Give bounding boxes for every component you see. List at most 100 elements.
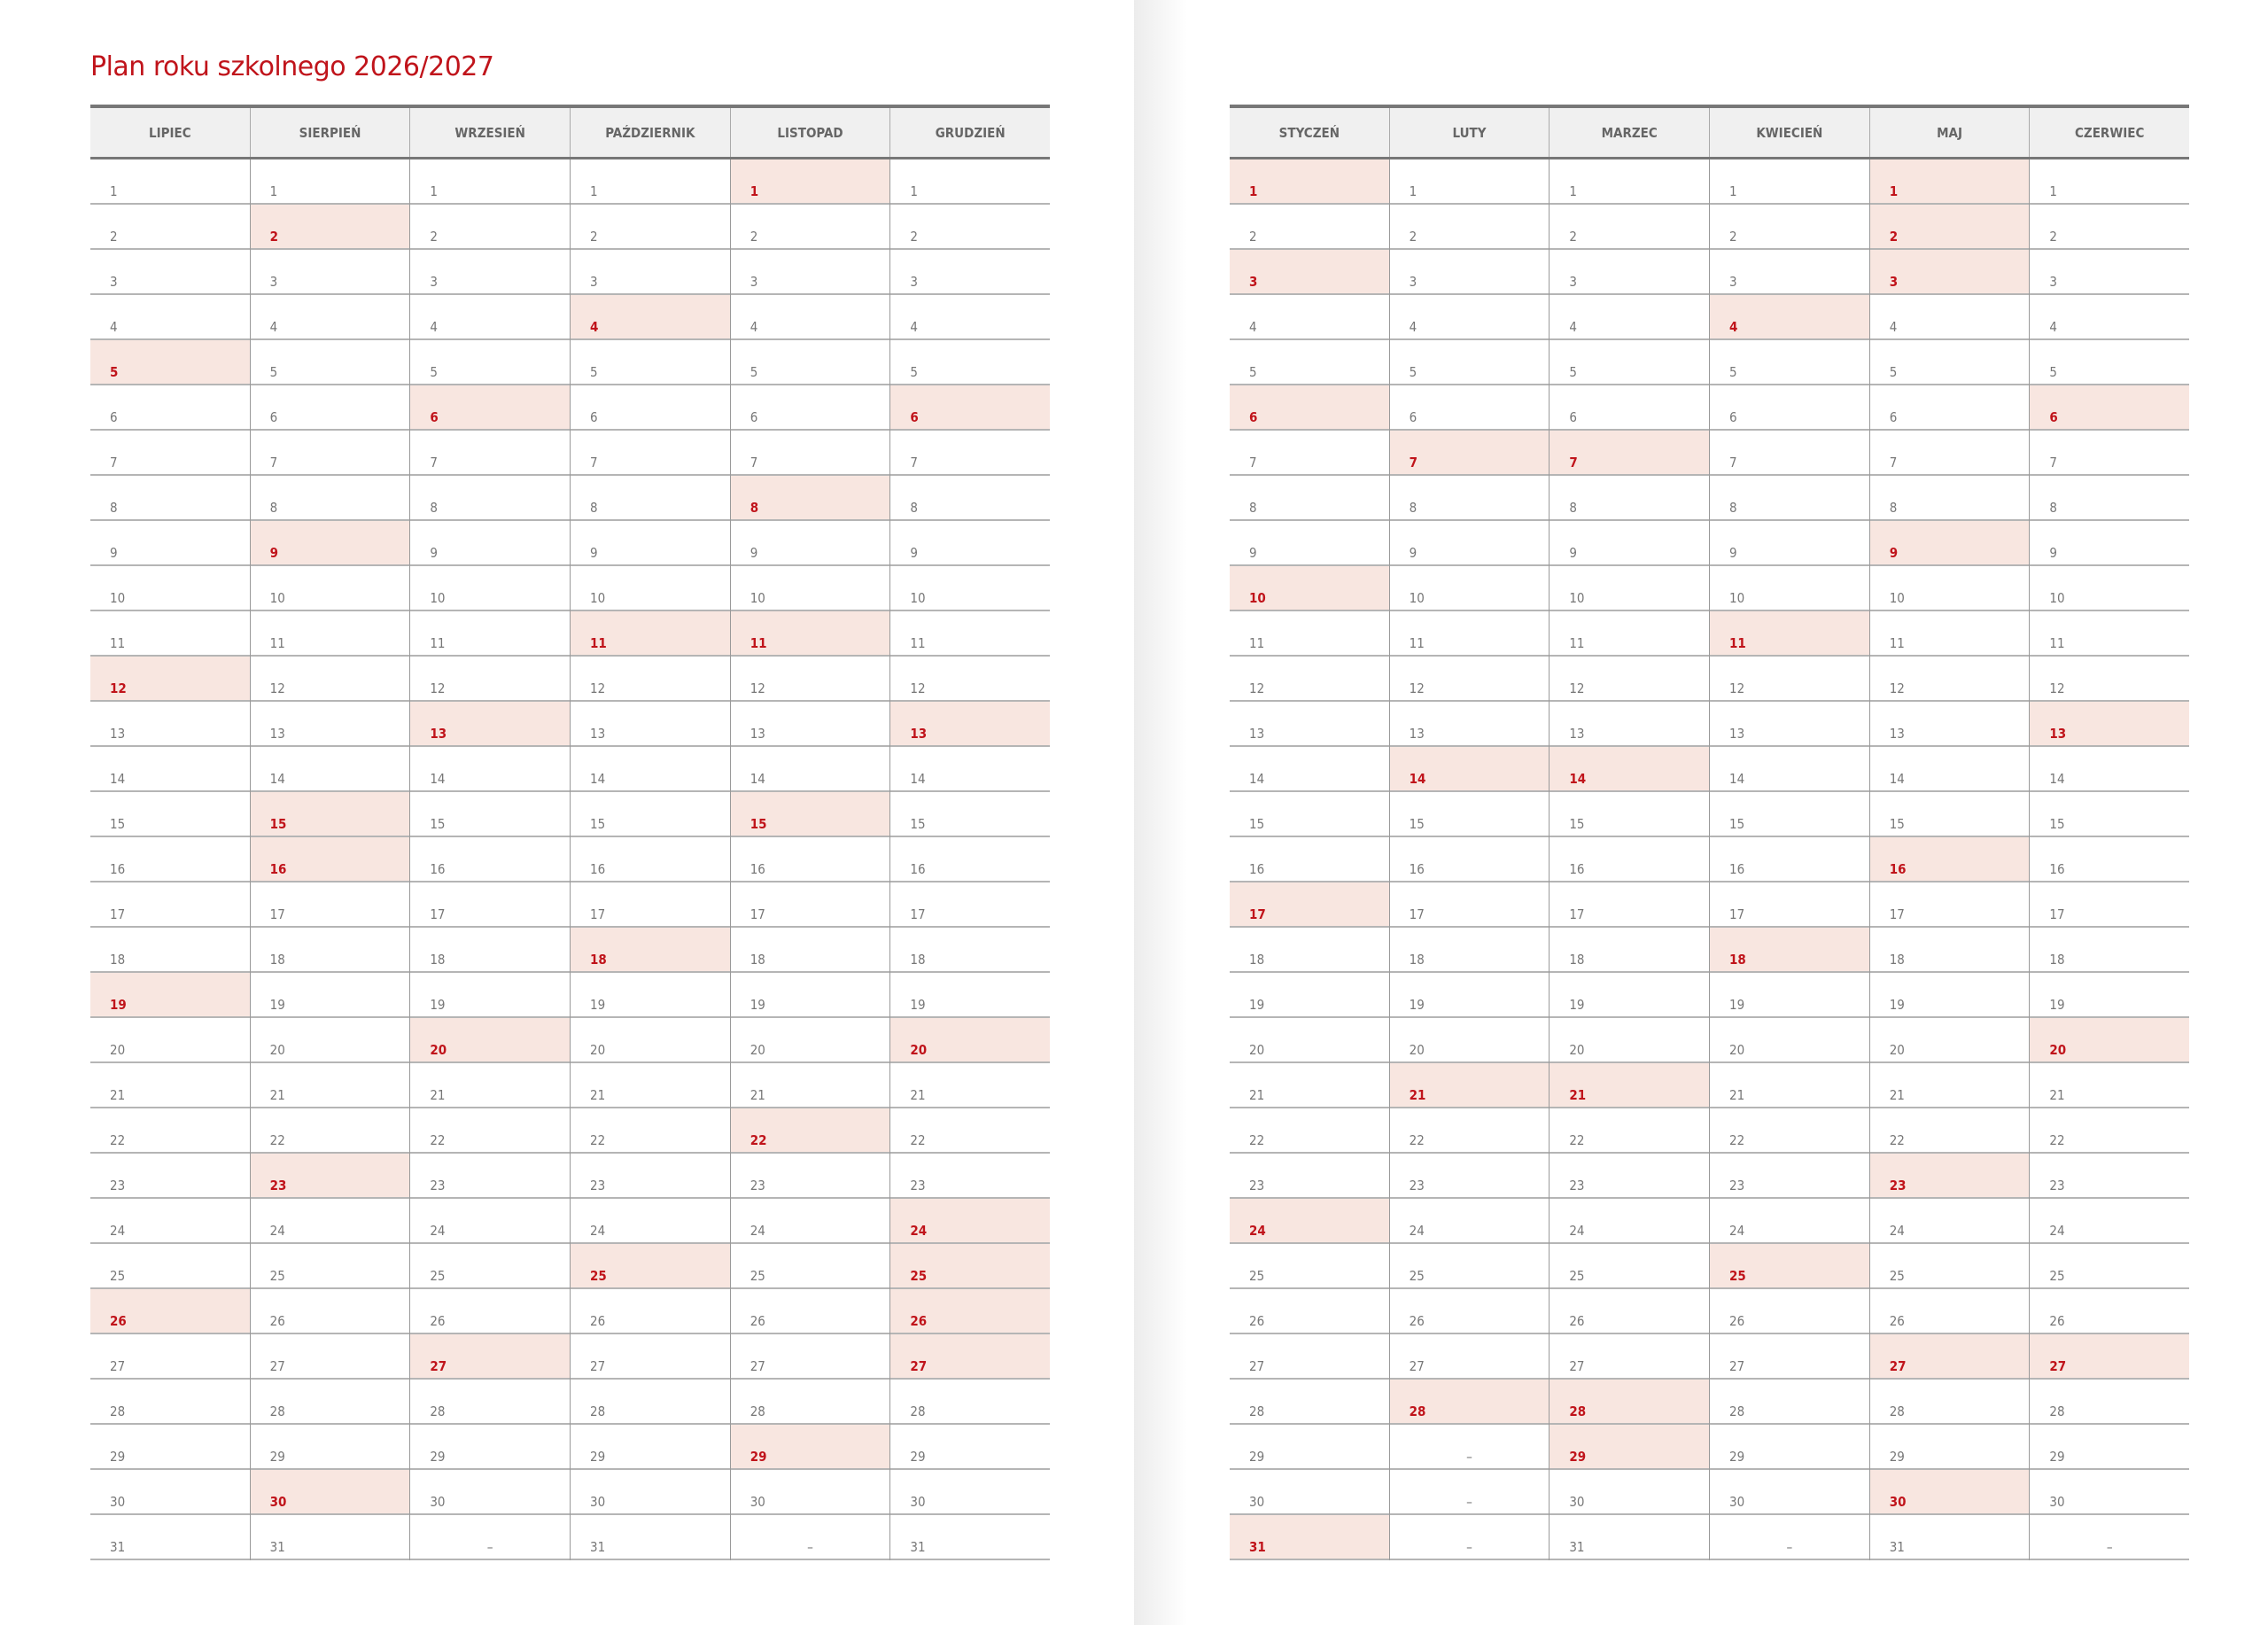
day-cell: 5 [90,340,250,385]
day-number: 9 [1889,545,1899,561]
day-cell: 27 [2030,1334,2190,1380]
day-cell: 7 [1869,431,2030,476]
month-column: 1 2 3 4 5 6 7 8 9 10 11 12 13 14 15 16 17 18 19 20 21 22 23 24 2… [1709,159,1869,1560]
day-number: 10 [2049,590,2065,606]
day-cell: 8 [1389,476,1550,521]
day-number: 6 [110,409,118,425]
day-cell: 10 [1230,566,1389,611]
missing-day-mark: – [807,1539,813,1555]
day-number: 26 [2049,1313,2065,1329]
day-number: 30 [1729,1494,1745,1510]
day-cell: 7 [1230,431,1389,476]
day-number: 4 [750,319,758,335]
day-cell: 25 [90,1244,250,1289]
day-cell: 3 [90,250,250,295]
day-cell: 9 [250,521,410,566]
day-number: 8 [430,500,438,516]
day-number: 7 [269,455,278,470]
day-number: 16 [1569,861,1585,877]
day-number: 19 [910,997,926,1013]
day-number: 9 [750,545,758,561]
day-cell: 1 [1230,159,1389,205]
day-cell: 5 [250,340,410,385]
day-cell: 13 [410,702,571,747]
day-number: 13 [750,726,765,742]
day-number: 17 [1729,906,1745,922]
day-cell: 19 [90,973,250,1018]
day-cell: 15 [1230,792,1389,837]
day-number: 26 [269,1313,285,1329]
day-cell: 9 [890,521,1051,566]
day-cell: 20 [571,1018,730,1063]
day-cell: 28 [730,1380,890,1425]
day-cell: 16 [1869,837,2030,882]
day-number: 23 [269,1178,287,1193]
day-cell: 28 [1869,1380,2030,1425]
day-cell: 12 [571,657,730,702]
empty-day-cell: – [410,1515,571,1560]
day-number: 23 [590,1178,606,1193]
day-number: 17 [269,906,285,922]
day-number: 12 [1889,680,1905,696]
day-cell: 19 [410,973,571,1018]
day-number: 20 [430,1042,447,1058]
day-number: 1 [590,183,598,199]
day-number: 2 [750,229,758,245]
day-number: 11 [910,635,926,651]
day-number: 2 [110,229,118,245]
day-cell: 7 [1389,431,1550,476]
day-number: 19 [590,997,606,1013]
day-number: 22 [110,1132,126,1148]
day-cell: 19 [1230,973,1389,1018]
empty-day-cell: – [1389,1515,1550,1560]
day-number: 21 [1409,1087,1426,1103]
day-cell: 29 [1710,1425,1869,1470]
day-number: 11 [2049,635,2065,651]
month-header: SIERPIEŃ [249,108,410,157]
day-cell: 6 [1389,385,1550,431]
day-number: 22 [750,1132,767,1148]
day-cell: 20 [2030,1018,2190,1063]
day-cell: 12 [1389,657,1550,702]
day-number: 31 [1249,1539,1266,1555]
day-number: 26 [1889,1313,1905,1329]
day-number: 18 [269,952,285,968]
day-number: 31 [910,1539,926,1555]
day-number: 16 [430,861,446,877]
day-number: 13 [2049,726,2067,742]
day-cell: 25 [730,1244,890,1289]
day-cell: 3 [1230,250,1389,295]
day-number: 10 [750,590,765,606]
day-number: 1 [1249,183,1258,199]
day-cell: 27 [1869,1334,2030,1380]
day-number: 5 [590,364,598,380]
day-cell: 14 [2030,747,2190,792]
day-number: 26 [590,1313,606,1329]
day-number: 3 [110,274,118,290]
day-cell: 10 [410,566,571,611]
day-number: 28 [1569,1403,1587,1419]
day-number: 5 [1569,364,1577,380]
day-number: 26 [1569,1313,1585,1329]
day-cell: 7 [1550,431,1710,476]
day-cell: 26 [1869,1289,2030,1334]
day-cell: 13 [730,702,890,747]
day-number: 24 [1409,1223,1425,1239]
day-cell: 25 [2030,1244,2190,1289]
day-number: 1 [750,183,759,199]
day-number: 30 [269,1494,287,1510]
day-cell: 27 [1550,1334,1710,1380]
day-cell: 8 [571,476,730,521]
day-cell: 2 [1869,205,2030,250]
day-cell: 26 [90,1289,250,1334]
day-cell: 2 [250,205,410,250]
day-cell: 4 [890,295,1051,340]
day-number: 7 [110,455,118,470]
day-cell: 15 [571,792,730,837]
day-cell: 26 [1389,1289,1550,1334]
day-number: 13 [1569,726,1585,742]
day-number: 22 [1729,1132,1745,1148]
day-number: 15 [910,816,926,832]
day-cell: 25 [1550,1244,1710,1289]
day-number: 15 [1889,816,1905,832]
